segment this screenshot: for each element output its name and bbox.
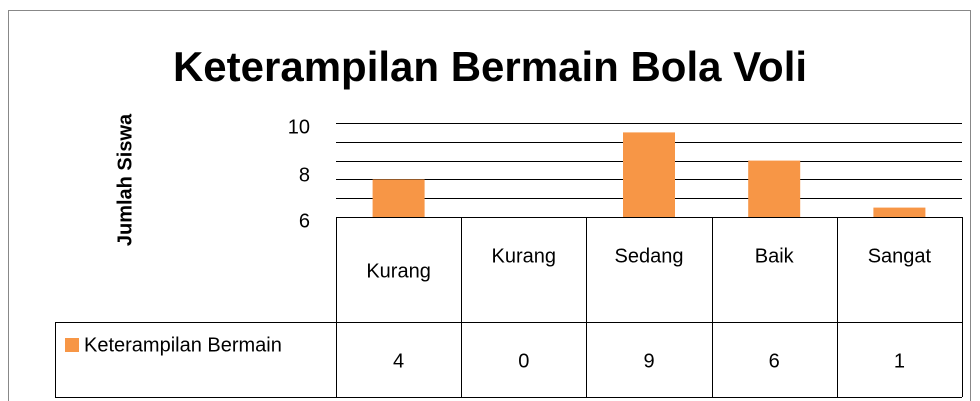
x-tick-label: Sedang [615, 245, 684, 267]
y-tick-label: 10 [288, 116, 310, 138]
bar [748, 160, 801, 217]
y-tick-label: 6 [299, 210, 310, 232]
x-tick-label: Sangat [868, 245, 932, 267]
data-table-value: 6 [769, 350, 780, 372]
x-tick-label: Kurang [492, 245, 557, 267]
bar [873, 207, 926, 217]
chart-title: Keterampilan Bermain Bola Voli [173, 43, 807, 90]
bar [372, 179, 425, 217]
data-table-value: 0 [518, 350, 529, 372]
chart-border [8, 10, 971, 401]
x-tick-label: Baik [755, 245, 795, 267]
legend-swatch [65, 338, 79, 352]
x-tick-label: Kurang [366, 260, 431, 282]
bar [623, 132, 675, 217]
data-table-value: 4 [393, 350, 404, 372]
y-tick-label: 8 [299, 164, 310, 186]
data-table-value: 1 [894, 350, 905, 372]
y-axis-label: Jumlah Siswa [114, 113, 136, 246]
legend-label: Keterampilan Bermain [84, 334, 282, 356]
data-table-value: 9 [643, 350, 654, 372]
